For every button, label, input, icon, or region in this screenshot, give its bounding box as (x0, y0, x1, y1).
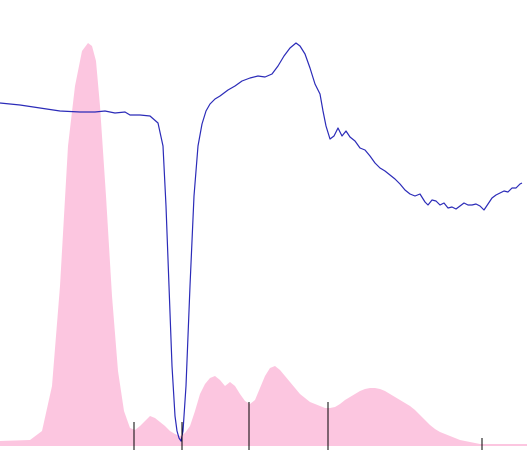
line-series-1 (0, 42, 523, 442)
series-layer (0, 42, 527, 446)
marker-layer (133, 402, 483, 450)
area-series-0 (0, 43, 527, 446)
